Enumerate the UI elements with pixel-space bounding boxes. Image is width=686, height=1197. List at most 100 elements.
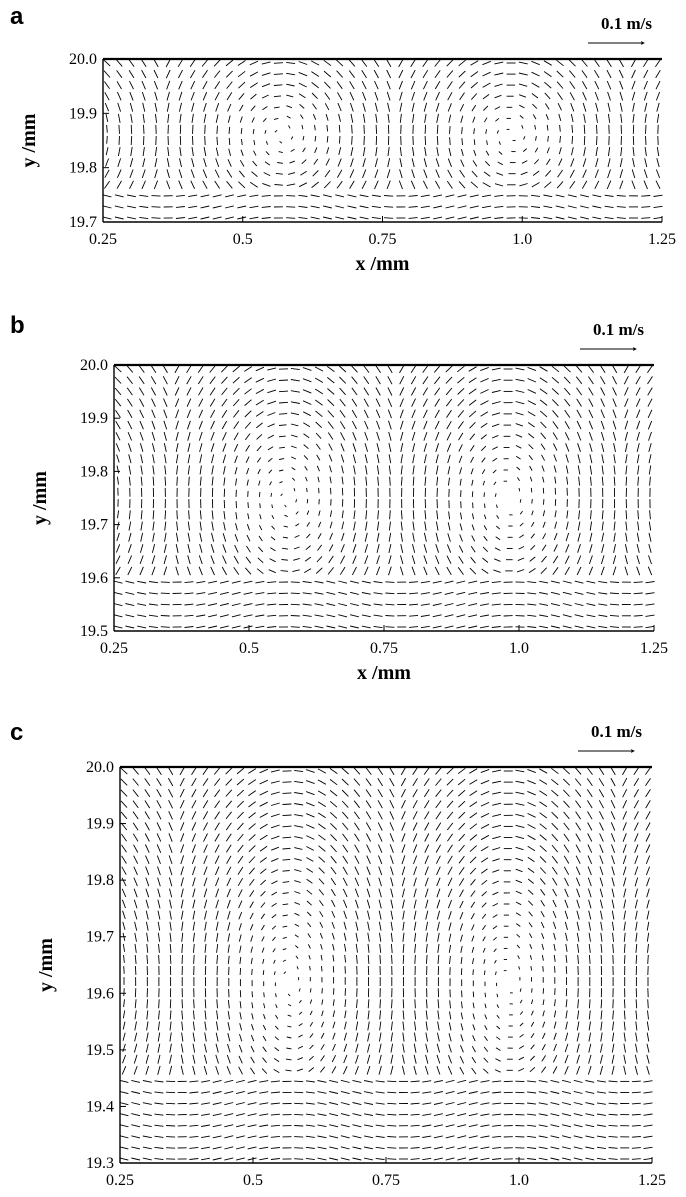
vector-arrow bbox=[166, 1091, 176, 1094]
vector-arrow bbox=[573, 1157, 583, 1161]
vector-arrow bbox=[562, 580, 572, 584]
vector-arrow bbox=[259, 790, 268, 796]
vector-arrow bbox=[410, 364, 417, 374]
vector-arrow bbox=[574, 591, 584, 595]
vector-arrow bbox=[448, 511, 451, 520]
y-tick-label: 19.7 bbox=[69, 214, 97, 231]
vector-arrow bbox=[550, 1124, 560, 1128]
vector-arrow bbox=[364, 1102, 373, 1105]
vector-arrow bbox=[425, 954, 428, 964]
vector-arrow bbox=[224, 1079, 234, 1083]
vector-arrow bbox=[601, 510, 604, 520]
vector-arrow bbox=[402, 999, 405, 1009]
vector-arrow bbox=[250, 1045, 255, 1053]
vector-arrow bbox=[459, 1066, 465, 1075]
vector-arrow bbox=[125, 614, 135, 618]
vector-arrow bbox=[481, 891, 488, 897]
vector-arrow bbox=[164, 532, 167, 542]
vector-arrow bbox=[445, 398, 453, 407]
vector-arrow bbox=[145, 866, 150, 876]
vector-arrow bbox=[327, 399, 335, 407]
vector-arrow bbox=[375, 1102, 385, 1105]
vector-arrow bbox=[127, 420, 133, 430]
vector-arrow bbox=[227, 159, 232, 167]
vector-arrow bbox=[530, 487, 533, 493]
vector-arrow bbox=[311, 71, 320, 77]
vector-arrow bbox=[339, 398, 346, 407]
vector-arrow bbox=[634, 877, 639, 887]
vector-arrow bbox=[635, 999, 638, 1009]
vector-arrow bbox=[259, 1102, 269, 1105]
vector-arrow bbox=[166, 1147, 176, 1149]
vector-arrow bbox=[636, 532, 640, 542]
vector-arrow bbox=[169, 921, 172, 931]
vector-arrow bbox=[480, 801, 490, 807]
vector-arrow bbox=[362, 169, 367, 179]
vector-arrow bbox=[494, 94, 502, 99]
vector-arrow bbox=[618, 58, 624, 68]
vector-arrow bbox=[527, 801, 536, 807]
vector-arrow bbox=[598, 766, 605, 776]
vector-arrow bbox=[302, 614, 312, 617]
y-tick-label: 20.0 bbox=[80, 357, 108, 374]
vector-arrow bbox=[222, 533, 227, 542]
vector-arrow bbox=[341, 476, 344, 485]
vector-arrow bbox=[250, 1034, 255, 1042]
vector-arrow bbox=[539, 410, 548, 418]
vector-arrow bbox=[583, 135, 586, 146]
vector-arrow bbox=[265, 140, 268, 145]
vector-arrow bbox=[273, 62, 283, 64]
vector-arrow bbox=[586, 580, 596, 584]
vector-arrow bbox=[224, 194, 234, 198]
vector-arrow bbox=[363, 365, 370, 373]
vector-arrow bbox=[555, 194, 565, 198]
vector-arrow bbox=[186, 376, 192, 385]
vector-arrow bbox=[271, 925, 277, 930]
vector-arrow bbox=[553, 465, 557, 473]
vector-arrow bbox=[574, 778, 582, 786]
vector-arrow bbox=[364, 555, 369, 565]
vector-arrow bbox=[249, 878, 255, 886]
vector-arrow bbox=[400, 766, 407, 776]
vector-arrow bbox=[469, 867, 477, 875]
vector-arrow bbox=[143, 124, 145, 134]
vector-arrow bbox=[643, 91, 648, 101]
vector-arrow bbox=[389, 777, 395, 787]
vector-arrow bbox=[446, 409, 452, 418]
vector-arrow bbox=[328, 555, 334, 564]
vector-arrow bbox=[409, 581, 419, 583]
vector-arrow bbox=[196, 614, 206, 617]
vector-arrow bbox=[647, 398, 653, 407]
vector-arrow bbox=[270, 1147, 280, 1149]
vector-arrow bbox=[646, 877, 650, 887]
vector-arrow bbox=[202, 789, 209, 798]
vector-arrow bbox=[238, 1055, 243, 1064]
vector-arrow bbox=[187, 521, 190, 531]
vector-arrow bbox=[434, 420, 440, 430]
vector-arrow bbox=[270, 835, 280, 840]
vector-arrow bbox=[540, 432, 547, 440]
vector-arrow bbox=[643, 169, 648, 179]
vector-arrow bbox=[580, 205, 590, 209]
vector-arrow bbox=[352, 1124, 362, 1128]
vector-arrow bbox=[515, 423, 524, 427]
vector-arrow bbox=[123, 966, 125, 974]
vector-arrow bbox=[563, 833, 570, 842]
vector-arrow bbox=[411, 398, 416, 407]
vector-arrow bbox=[540, 421, 547, 429]
vector-arrow bbox=[374, 158, 378, 168]
vector-arrow bbox=[494, 183, 504, 187]
vector-arrow bbox=[226, 181, 233, 189]
vector-arrow bbox=[568, 59, 576, 67]
vector-arrow bbox=[250, 935, 254, 942]
vector-arrow bbox=[424, 855, 429, 864]
vector-arrow bbox=[256, 568, 264, 575]
vector-arrow bbox=[420, 625, 430, 629]
vector-arrow bbox=[213, 59, 221, 67]
vector-arrow bbox=[608, 1091, 618, 1094]
vector-arrow bbox=[480, 389, 489, 394]
vector-arrow bbox=[436, 1054, 441, 1064]
vector-arrow bbox=[564, 566, 570, 576]
vector-arrow bbox=[270, 802, 280, 806]
vector-arrow bbox=[600, 376, 606, 385]
